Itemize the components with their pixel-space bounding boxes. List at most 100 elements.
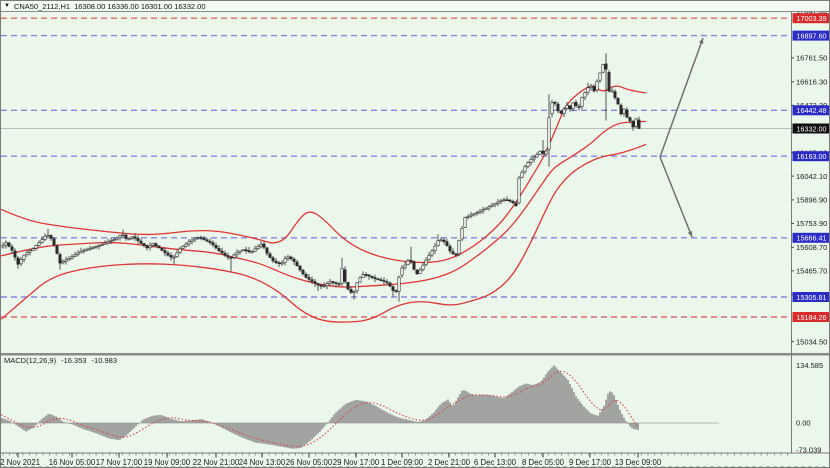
- time-tick-label[interactable]: 8 Dec 05:00: [522, 458, 565, 467]
- macd-histogram-bar: [463, 390, 465, 423]
- macd-histogram-bar: [125, 423, 127, 436]
- candle-body: [100, 244, 104, 246]
- macd-histogram-bar: [517, 387, 519, 423]
- candle-body: [511, 201, 515, 204]
- macd-histogram-bar: [409, 420, 411, 423]
- candle-body: [622, 108, 626, 114]
- candle-body: [556, 103, 560, 112]
- price-badge-text: 15305.81: [797, 293, 827, 302]
- candle-body: [61, 261, 65, 264]
- candle-body: [634, 118, 638, 127]
- macd-histogram-bar: [505, 396, 507, 423]
- macd-histogram-bar: [19, 423, 21, 428]
- macd-histogram-bar: [271, 423, 273, 445]
- macd-histogram-bar: [1, 418, 3, 423]
- candle-body: [466, 216, 470, 218]
- macd-histogram-bar: [109, 423, 111, 439]
- candle-body: [190, 239, 194, 243]
- macd-histogram-bar: [309, 423, 311, 441]
- pane-splitter[interactable]: [1, 353, 830, 356]
- candle-body: [523, 166, 527, 172]
- candle-body: [295, 261, 299, 267]
- trend-arrow-down[interactable]: [659, 156, 693, 238]
- macd-histogram-bar: [285, 423, 287, 448]
- candle-body: [121, 234, 125, 237]
- trend-arrow-up-line[interactable]: [659, 37, 704, 158]
- macd-histogram-bar: [177, 420, 179, 423]
- candle-body: [514, 202, 518, 206]
- candle-body: [106, 241, 110, 244]
- candle-body: [637, 119, 641, 129]
- candle-body: [10, 246, 14, 251]
- macd-histogram-bar: [439, 404, 441, 423]
- time-tick-label[interactable]: 13 Dec 09:00: [615, 458, 662, 467]
- candle-body: [298, 265, 302, 271]
- candle-body: [280, 262, 284, 265]
- time-tick-label[interactable]: 1 Dec 09:00: [381, 458, 424, 467]
- macd-histogram-bar: [301, 423, 303, 448]
- candle-body: [598, 72, 602, 81]
- macd-histogram-bar: [393, 415, 395, 423]
- candle-body: [268, 253, 272, 258]
- macd-histogram-bar: [489, 395, 491, 423]
- price-tick-label: 15896.90: [796, 196, 827, 205]
- macd-histogram-bar: [545, 374, 547, 423]
- candle-body: [304, 273, 308, 278]
- candle-body: [118, 235, 122, 239]
- macd-histogram-bar: [79, 423, 81, 428]
- macd-histogram-bar: [423, 420, 425, 423]
- macd-histogram-bar: [411, 420, 413, 423]
- candle-body: [604, 63, 608, 70]
- macd-name: MACD(12,26,9): [4, 356, 57, 365]
- macd-histogram-bar: [155, 415, 157, 423]
- time-tick-label[interactable]: 6 Dec 13:00: [474, 458, 517, 467]
- candle-body: [382, 280, 386, 282]
- macd-histogram-bar: [483, 394, 485, 423]
- candle-body: [553, 102, 557, 104]
- trend-arrow-up[interactable]: [659, 37, 704, 158]
- candle-body: [340, 268, 344, 284]
- macd-histogram-bar: [577, 398, 579, 423]
- time-tick-label[interactable]: 9 Dec 17:00: [569, 458, 612, 467]
- candle-body: [577, 106, 581, 108]
- macd-histogram-bar: [605, 399, 607, 423]
- time-tick-label[interactable]: 26 Nov 05:00: [286, 458, 333, 467]
- price-badge-bg: [792, 13, 829, 24]
- time-tick-label[interactable]: 17 Nov 17:00: [96, 458, 143, 467]
- macd-histogram-bar: [277, 423, 279, 447]
- time-tick-label[interactable]: 22 Nov 21:00: [193, 458, 240, 467]
- candle-body: [319, 284, 323, 287]
- time-tick-label[interactable]: 24 Nov 13:00: [239, 458, 286, 467]
- time-tick-label[interactable]: 16 Nov 05:00: [49, 458, 96, 467]
- macd-histogram-bar: [491, 395, 493, 423]
- macd-histogram-bar: [473, 394, 475, 423]
- time-tick-label[interactable]: 19 Nov 09:00: [144, 458, 191, 467]
- macd-histogram-bar: [229, 423, 231, 432]
- macd-histogram-bar: [131, 423, 133, 431]
- candle-body: [238, 250, 242, 253]
- time-tick-label[interactable]: 2 Dec 21:00: [428, 458, 471, 467]
- macd-histogram-bar: [293, 423, 295, 449]
- candle-body: [244, 249, 248, 251]
- macd-histogram-bar: [133, 423, 135, 429]
- macd-histogram-bar: [47, 414, 49, 423]
- price-tick-label: 15608.70: [796, 243, 827, 252]
- time-tick-label[interactable]: 29 Nov 17:00: [333, 458, 380, 467]
- macd-histogram-bar: [613, 395, 615, 423]
- macd-histogram-bar: [45, 415, 47, 423]
- candle-body: [169, 255, 173, 258]
- macd-histogram-bar: [485, 394, 487, 423]
- candle-body: [67, 257, 71, 261]
- macd-histogram-bar: [291, 423, 293, 449]
- macd-histogram-bar: [365, 401, 367, 423]
- trend-arrow-down-line[interactable]: [659, 156, 693, 238]
- macd-histogram-bar: [325, 423, 327, 425]
- macd-histogram-bar: [171, 419, 173, 423]
- macd-histogram-bar: [369, 403, 371, 423]
- candle-body: [349, 288, 353, 293]
- time-tick-label[interactable]: 12 Nov 2021: [1, 458, 40, 467]
- macd-histogram-bar: [255, 423, 257, 443]
- candle-body: [46, 234, 50, 237]
- macd-histogram-bar: [81, 423, 83, 429]
